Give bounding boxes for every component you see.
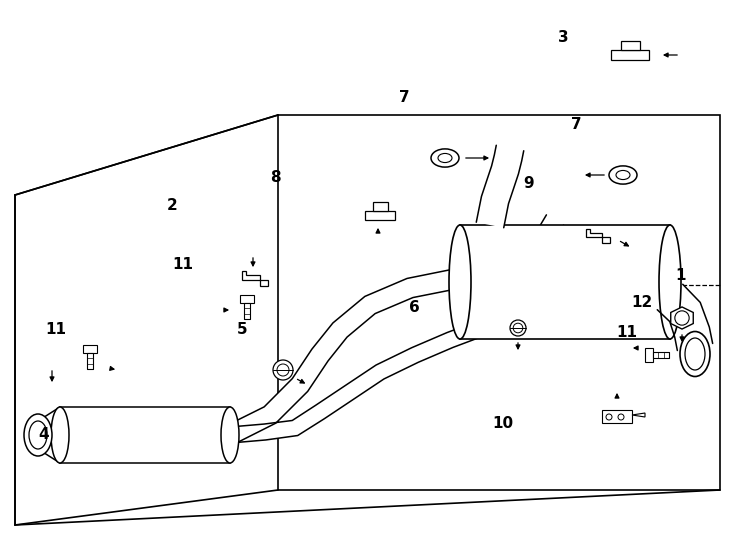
Text: 4: 4 xyxy=(39,427,49,442)
Text: 7: 7 xyxy=(571,117,581,132)
Ellipse shape xyxy=(277,364,289,376)
Ellipse shape xyxy=(221,407,239,463)
Text: 6: 6 xyxy=(410,300,420,315)
Polygon shape xyxy=(365,211,395,219)
Polygon shape xyxy=(657,284,713,350)
Polygon shape xyxy=(15,115,278,525)
Text: 11: 11 xyxy=(172,257,194,272)
Text: 11: 11 xyxy=(46,322,67,337)
Polygon shape xyxy=(586,229,610,243)
Polygon shape xyxy=(602,410,632,423)
Ellipse shape xyxy=(609,166,637,184)
Ellipse shape xyxy=(431,149,459,167)
Polygon shape xyxy=(84,345,97,353)
Polygon shape xyxy=(242,271,268,286)
Bar xyxy=(460,225,670,339)
Ellipse shape xyxy=(24,414,52,456)
Bar xyxy=(278,115,720,490)
Circle shape xyxy=(618,414,624,420)
Circle shape xyxy=(606,414,612,420)
Polygon shape xyxy=(644,348,653,362)
Polygon shape xyxy=(611,50,649,60)
Polygon shape xyxy=(620,41,639,50)
Ellipse shape xyxy=(438,153,452,163)
Text: 9: 9 xyxy=(523,176,534,191)
Text: 12: 12 xyxy=(632,295,653,310)
Circle shape xyxy=(675,311,689,325)
Ellipse shape xyxy=(513,323,523,333)
Ellipse shape xyxy=(510,320,526,336)
Ellipse shape xyxy=(29,421,47,449)
Polygon shape xyxy=(229,245,563,443)
Polygon shape xyxy=(653,352,669,359)
Ellipse shape xyxy=(449,225,471,339)
Ellipse shape xyxy=(680,332,710,376)
Ellipse shape xyxy=(273,360,293,380)
Ellipse shape xyxy=(659,225,681,339)
Bar xyxy=(60,407,230,463)
Polygon shape xyxy=(87,353,93,369)
Polygon shape xyxy=(225,215,564,444)
Polygon shape xyxy=(671,307,693,329)
Polygon shape xyxy=(241,295,254,302)
Polygon shape xyxy=(372,202,388,211)
Text: 2: 2 xyxy=(167,198,178,213)
Text: 8: 8 xyxy=(270,170,280,185)
Text: 5: 5 xyxy=(237,322,247,337)
Polygon shape xyxy=(244,302,250,319)
Text: 1: 1 xyxy=(675,268,686,283)
Text: 10: 10 xyxy=(493,416,513,431)
Text: 11: 11 xyxy=(617,325,638,340)
Ellipse shape xyxy=(616,171,630,179)
Polygon shape xyxy=(476,145,524,228)
Polygon shape xyxy=(632,413,645,417)
Ellipse shape xyxy=(685,338,705,370)
Text: 7: 7 xyxy=(399,90,409,105)
Ellipse shape xyxy=(51,407,69,463)
Text: 3: 3 xyxy=(558,30,568,45)
